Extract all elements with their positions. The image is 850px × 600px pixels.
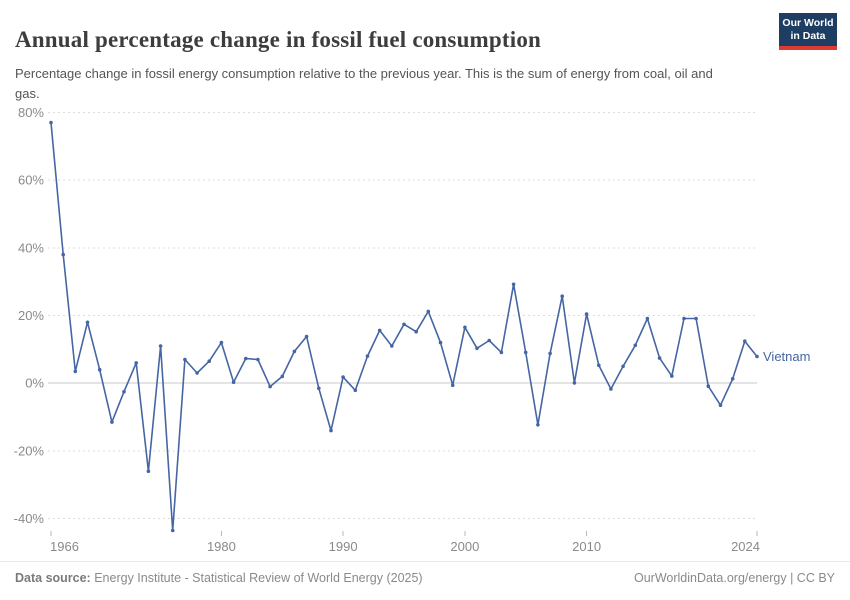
data-point	[718, 403, 723, 408]
data-point	[231, 380, 236, 385]
data-point	[426, 309, 431, 314]
data-point	[110, 420, 114, 424]
x-tick-label: 1990	[329, 539, 358, 554]
x-tick-label: 2000	[450, 539, 479, 554]
owid-logo-link[interactable]: Our World in Data	[779, 13, 837, 51]
page-title: Annual percentage change in fossil fuel …	[15, 27, 542, 53]
data-point	[402, 322, 406, 327]
data-point	[694, 316, 698, 321]
trend-line	[50, 121, 758, 532]
data-point	[657, 356, 662, 360]
data-point	[317, 386, 321, 391]
data-point	[244, 356, 248, 361]
data-point	[97, 367, 102, 372]
data-point	[268, 384, 272, 389]
data-point	[463, 325, 467, 330]
data-point	[499, 350, 504, 355]
data-point	[682, 316, 686, 321]
data-point	[523, 350, 528, 355]
data-point	[743, 339, 747, 344]
data-point	[487, 338, 492, 343]
data-source-text: Energy Institute - Statistical Review of…	[90, 571, 423, 585]
data-point	[450, 383, 455, 388]
data-point	[73, 369, 78, 374]
data-point	[536, 423, 540, 427]
y-tick-label: 0%	[25, 376, 44, 391]
x-tick-label: 2024	[731, 539, 760, 554]
data-point	[706, 384, 711, 389]
y-tick-label: -20%	[14, 443, 45, 458]
y-tick-label: 60%	[18, 173, 44, 188]
data-point	[219, 340, 224, 345]
data-point	[597, 363, 601, 368]
data-point	[329, 428, 333, 433]
data-point	[621, 364, 625, 369]
data-point	[633, 343, 638, 348]
data-source-label: Data source:	[15, 571, 91, 585]
data-point	[511, 282, 516, 287]
data-point	[304, 334, 309, 339]
data-point	[377, 328, 382, 333]
data-point	[584, 312, 589, 316]
data-point	[353, 388, 358, 393]
entity-label: Vietnam	[763, 349, 810, 364]
data-point	[49, 120, 53, 125]
y-tick-label: 40%	[18, 240, 44, 255]
data-point	[292, 349, 297, 354]
y-tick-label: 20%	[18, 308, 44, 323]
data-point	[548, 351, 552, 356]
data-point	[475, 346, 479, 351]
data-point	[280, 374, 285, 379]
data-point	[146, 469, 151, 474]
data-point	[61, 252, 65, 257]
owid-footer-link[interactable]: OurWorldinData.org/energy | CC BY	[633, 571, 835, 585]
data-point	[572, 381, 577, 385]
data-point	[158, 344, 163, 348]
x-tick-label: 1966	[50, 539, 79, 554]
y-tick-label: -40%	[14, 511, 45, 526]
data-point	[645, 316, 650, 321]
data-source-note: Data source: Energy Institute - Statisti…	[15, 571, 423, 585]
data-point	[122, 389, 126, 394]
data-point	[195, 371, 199, 375]
x-tick-label: 1980	[207, 539, 236, 554]
owid-logo-line2: in Data	[790, 30, 826, 43]
chart-subtitle: Percentage change in fossil energy consu…	[15, 66, 713, 101]
owid-logo-line1: Our World	[782, 17, 834, 29]
data-point	[730, 377, 735, 381]
data-point	[755, 354, 759, 359]
data-point	[414, 329, 419, 334]
data-point	[134, 361, 138, 365]
data-point	[183, 357, 187, 362]
data-point	[670, 374, 674, 378]
data-point	[390, 344, 394, 348]
data-point	[341, 375, 345, 379]
data-point	[207, 359, 211, 364]
data-point	[256, 357, 260, 362]
y-tick-label: 80%	[18, 105, 44, 120]
x-tick-label: 2010	[572, 539, 601, 554]
data-point	[438, 340, 443, 345]
data-point	[170, 528, 175, 533]
data-point	[85, 320, 90, 325]
data-point	[609, 387, 613, 391]
data-point	[365, 354, 370, 358]
data-point	[560, 294, 564, 299]
chart-footer: Data source: Energy Institute - Statisti…	[0, 561, 850, 600]
